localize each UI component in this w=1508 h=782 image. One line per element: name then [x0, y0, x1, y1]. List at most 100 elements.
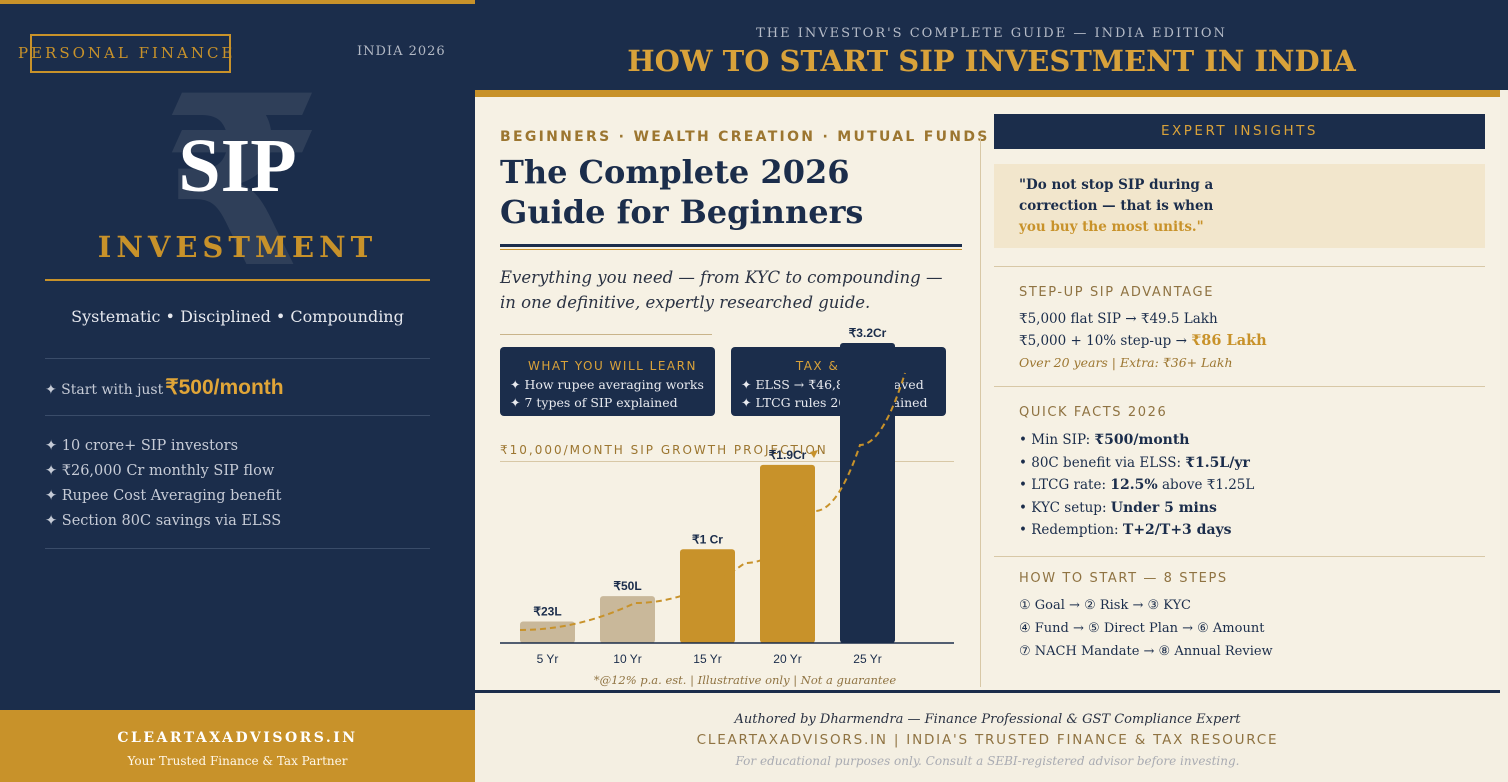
divider: [500, 334, 712, 335]
lede-line: Everything you need — from KYC to compou…: [500, 268, 943, 287]
left-footer: CLEARTAXADVISORS.IN Your Trusted Finance…: [0, 710, 475, 782]
divider: [500, 249, 962, 250]
fact-label: • LTCG rate:: [1019, 477, 1106, 493]
fact-value: 12.5%: [1110, 477, 1158, 493]
stepup-note: Over 20 years | Extra: ₹36+ Lakh: [1019, 355, 1233, 370]
list-item: • 80C benefit via ELSS: ₹1.5L/yr: [1019, 452, 1254, 475]
disclaimer: For educational purposes only. Consult a…: [735, 754, 1240, 768]
hero-title: SIP: [178, 124, 297, 208]
list-item: ✦ Rupee Cost Averaging benefit: [45, 488, 282, 504]
chart-note: *@12% p.a. est. | Illustrative only | No…: [594, 673, 897, 688]
main-content: BEGINNERS · WEALTH CREATION · MUTUAL FUN…: [475, 97, 1500, 690]
fact-label: • 80C benefit via ELSS:: [1019, 454, 1181, 471]
brand-tag: PERSONAL FINANCE: [18, 34, 232, 73]
divider: [994, 556, 1485, 557]
fact-suffix: above ₹1.25L: [1162, 477, 1255, 493]
author-byline: Authored by Dharmendra — Finance Profess…: [734, 712, 1241, 727]
step-line: ④ Fund → ⑤ Direct Plan → ⑥ Amount: [1019, 621, 1265, 636]
chart-bar: [600, 596, 655, 643]
stepup-prefix: ₹5,000 + 10% step-up →: [1019, 333, 1187, 349]
column-divider: [980, 137, 981, 687]
page-edge: [1500, 90, 1508, 782]
list-item: • Min SIP: ₹500/month: [1019, 429, 1254, 452]
chart-bar: [680, 549, 735, 643]
fact-value: ₹500/month: [1094, 432, 1190, 448]
steps-block: ① Goal → ② Risk → ③ KYC ④ Fund → ⑤ Direc…: [1019, 594, 1273, 663]
footer-site[interactable]: CLEARTAXADVISORS.IN: [117, 730, 358, 746]
x-tick-label: 20 Yr: [773, 652, 801, 666]
fact-value: Under 5 mins: [1110, 499, 1217, 516]
article-title: The Complete 2026 Guide for Beginners: [500, 152, 863, 232]
chart-bar: [520, 621, 575, 643]
growth-chart: ₹23L 5 Yr ₹50L 10 Yr ₹1 Cr 15 Yr ₹1.9Cr 20 Yr ₹3…: [500, 327, 954, 688]
divider: [500, 461, 954, 462]
divider: [45, 548, 430, 549]
divider: [994, 266, 1485, 267]
fact-label: • Min SIP:: [1019, 432, 1091, 448]
start-amount-line: ✦ Start with just ₹500/month: [45, 375, 284, 400]
facts-list: • Min SIP: ₹500/month • 80C benefit via …: [1019, 429, 1254, 542]
header-accent-bar: [475, 90, 1500, 97]
rupee-watermark-icon: ₹: [160, 47, 324, 320]
header-kicker: THE INVESTOR'S COMPLETE GUIDE — INDIA ED…: [756, 26, 1227, 41]
hero-tagline: Systematic • Disciplined • Compounding: [71, 307, 404, 326]
bar-value-label: ₹3.2Cr: [849, 327, 887, 340]
fact-label: • Redemption:: [1019, 522, 1119, 538]
fact-label: • KYC setup:: [1019, 499, 1107, 516]
steps-title: HOW TO START — 8 STEPS: [1019, 571, 1228, 586]
list-item: ✦ ₹26,000 Cr monthly SIP flow: [45, 463, 275, 479]
list-item: • KYC setup: Under 5 mins: [1019, 497, 1254, 520]
divider: [500, 244, 962, 247]
step-line: ① Goal → ② Risk → ③ KYC: [1019, 598, 1191, 613]
bar-value-label: ₹23L: [533, 604, 561, 618]
step-line: ⑦ NACH Mandate → ⑧ Annual Review: [1019, 644, 1273, 659]
stepup-line: ₹5,000 + 10% step-up → ₹86 Lakh: [1019, 330, 1267, 352]
divider: [994, 386, 1485, 387]
footer-slogan: Your Trusted Finance & Tax Partner: [127, 754, 348, 768]
fact-value: T+2/T+3 days: [1122, 522, 1232, 538]
bar-value-label: ₹50L: [613, 579, 641, 593]
list-item: • Redemption: T+2/T+3 days: [1019, 519, 1254, 542]
footer-rule: [475, 690, 1500, 693]
chart-bar: [760, 464, 815, 643]
chart-title: ₹10,000/MONTH SIP GROWTH PROJECTION: [500, 443, 828, 457]
stepup-value: ₹86 Lakh: [1191, 332, 1267, 349]
fact-value: ₹1.5L/yr: [1185, 454, 1250, 471]
start-amount: ₹500/month: [165, 376, 284, 399]
article-title-line: The Complete 2026: [500, 153, 850, 191]
trend-line: [519, 372, 906, 631]
list-item: ✦ Section 80C savings via ELSS: [45, 513, 282, 529]
list-item: • LTCG rate: 12.5% above ₹1.25L: [1019, 474, 1254, 497]
learn-box: WHAT YOU WILL LEARN ✦ How rupee averagin…: [500, 347, 715, 416]
footer-site-link[interactable]: CLEARTAXADVISORS.IN | INDIA'S TRUSTED FI…: [696, 732, 1279, 748]
x-tick-label: 25 Yr: [853, 652, 881, 666]
learn-box-item: ✦ 7 types of SIP explained: [510, 395, 678, 410]
category-tags: BEGINNERS · WEALTH CREATION · MUTUAL FUN…: [500, 129, 990, 145]
stats-list: ✦ 10 crore+ SIP investors ✦ ₹26,000 Cr m…: [45, 434, 281, 534]
quote-line: correction — that is when: [1019, 198, 1214, 214]
divider: [45, 358, 430, 359]
insights-header: EXPERT INSIGHTS: [994, 114, 1485, 149]
x-tick-label: 15 Yr: [693, 652, 721, 666]
stepup-block: ₹5,000 flat SIP → ₹49.5 Lakh ₹5,000 + 10…: [1019, 309, 1267, 373]
lede-line: in one definitive, expertly researched g…: [500, 293, 871, 312]
divider: [45, 279, 430, 281]
bar-value-label: ₹1 Cr: [692, 532, 723, 546]
x-tick-label: 5 Yr: [537, 652, 559, 666]
article-title-line: Guide for Beginners: [500, 193, 864, 231]
facts-title: QUICK FACTS 2026: [1019, 405, 1168, 420]
stepup-title: STEP-UP SIP ADVANTAGE: [1019, 285, 1215, 300]
list-item: ✦ 10 crore+ SIP investors: [45, 438, 239, 454]
left-panel: PERSONAL FINANCE INDIA 2026 ₹ SIP INVEST…: [0, 0, 475, 782]
hero-subtitle: INVESTMENT: [97, 230, 378, 264]
page-header: THE INVESTOR'S COMPLETE GUIDE — INDIA ED…: [475, 0, 1508, 90]
learn-box-item: ✦ How rupee averaging works: [510, 377, 704, 392]
divider: [45, 415, 430, 416]
trend-arrow-icon: [810, 450, 818, 458]
learn-box-title: WHAT YOU WILL LEARN: [528, 359, 697, 373]
article-lede: Everything you need — from KYC to compou…: [500, 265, 942, 315]
brand-tag-label: PERSONAL FINANCE: [18, 44, 236, 62]
edition-year: INDIA 2026: [357, 44, 446, 59]
chart-bar: [840, 343, 895, 643]
